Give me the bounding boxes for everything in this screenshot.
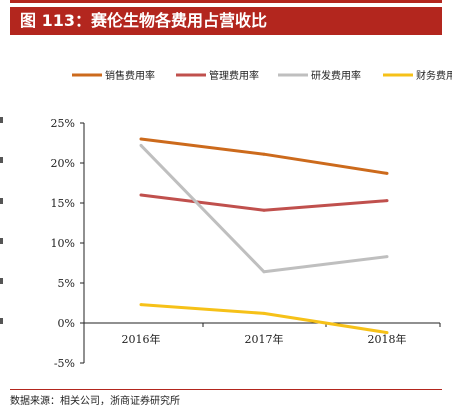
legend-label: 财务费用率 (416, 69, 452, 82)
data-point (139, 303, 143, 307)
data-point (139, 137, 143, 141)
data-point (262, 208, 266, 212)
y-tick-label: 20% (51, 157, 75, 170)
series-line (140, 137, 388, 175)
data-point (262, 311, 266, 315)
legend-label: 销售费用率 (105, 69, 155, 82)
data-point (139, 193, 143, 197)
x-tick-label: 2016年 (122, 332, 161, 346)
y-tick-label: 10% (51, 237, 75, 250)
data-point (385, 331, 389, 335)
y-tick-label: 5% (58, 277, 75, 290)
source-note: 数据来源：相关公司，浙商证券研究所 (10, 396, 180, 407)
top-accent-line (10, 0, 442, 3)
series-line (139, 144, 388, 274)
y-tick-label: 15% (51, 197, 75, 210)
y-tick-label: 0% (58, 317, 75, 330)
y-tick-label: -5% (54, 357, 75, 370)
data-point (385, 171, 389, 175)
legend-label: 研发费用率 (311, 69, 361, 82)
x-tick-label: 2018年 (368, 332, 407, 346)
data-point (262, 270, 266, 274)
data-point (385, 255, 389, 259)
footer-divider (10, 389, 442, 390)
series-line (140, 303, 388, 335)
legend-label: 管理费用率 (209, 69, 259, 82)
figure-title: 图 113：赛伦生物各费用占营收比 (10, 7, 442, 35)
series-line (140, 193, 388, 212)
y-tick-label: 25% (51, 117, 75, 130)
data-point (262, 152, 266, 156)
data-point (139, 143, 143, 147)
data-point (385, 199, 389, 203)
x-tick-label: 2017年 (245, 332, 284, 346)
